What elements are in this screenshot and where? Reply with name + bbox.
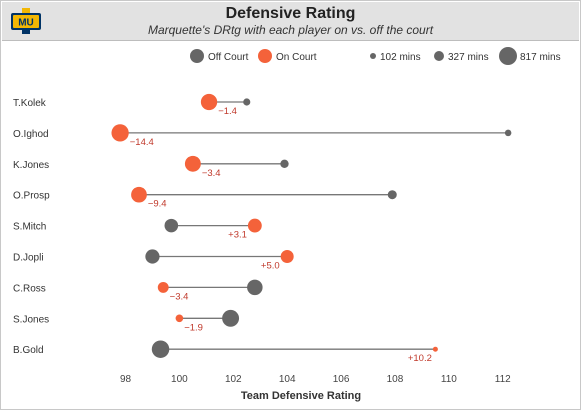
legend-size-small-label: 102 mins (380, 52, 421, 63)
marquette-logo-icon: MU (11, 8, 41, 34)
off-court-point (164, 218, 179, 233)
x-tick-label: 98 (120, 374, 132, 385)
player-name-label: T.Kolek (13, 98, 47, 109)
legend-size-medium-label: 327 mins (448, 52, 489, 63)
legend-on-label: On Court (276, 52, 317, 63)
x-axis-label: Team Defensive Rating (241, 390, 361, 402)
x-tick-label: 106 (333, 374, 350, 385)
off-court-point (222, 309, 240, 327)
legend-size-large-label: 817 mins (520, 52, 561, 63)
x-tick-label: 110 (441, 374, 457, 385)
chart-legend: Off Court On Court 102 mins 327 mins 817… (190, 47, 561, 65)
difference-label: −14.4 (130, 137, 154, 148)
on-court-point (432, 346, 438, 352)
off-court-point (151, 340, 170, 358)
on-court-point (175, 314, 184, 323)
legend-size-medium (434, 51, 444, 61)
x-tick-label: 102 (225, 374, 242, 385)
svg-text:MU: MU (18, 18, 34, 29)
difference-label: −9.4 (148, 199, 167, 210)
difference-label: +5.0 (261, 261, 280, 272)
legend-size-small (370, 53, 376, 59)
player-name-label: B.Gold (13, 345, 44, 356)
on-court-point (280, 249, 294, 264)
on-court-point (247, 218, 262, 233)
off-court-point (280, 159, 289, 168)
difference-label: +10.2 (408, 353, 432, 364)
chart-header: MU Defensive Rating Marquette's DRtg wit… (2, 2, 579, 41)
player-name-label: D.Jopli (13, 253, 44, 264)
player-name-label: S.Jones (13, 314, 49, 325)
plot-area: 98 100 102 104 106 108 110 112 T.Kolek −1.4 O.Igho… (13, 93, 512, 385)
legend-off-label: Off Court (208, 52, 249, 63)
player-name-label: O.Ighod (13, 129, 49, 140)
player-name-label: K.Jones (13, 160, 49, 171)
player-name-label: C.Ross (13, 283, 46, 294)
on-court-point (200, 93, 218, 111)
chart-title: Defensive Rating (225, 5, 356, 22)
chart-subtitle: Marquette's DRtg with each player on vs.… (147, 23, 434, 37)
off-court-point (247, 279, 263, 296)
difference-label: −3.4 (170, 291, 189, 302)
on-court-point (131, 186, 147, 203)
on-court-point (157, 281, 169, 293)
off-court-point (145, 249, 160, 264)
legend-size-large (499, 47, 517, 65)
off-court-point (243, 98, 251, 106)
off-court-point (387, 190, 397, 200)
x-tick-label: 100 (171, 374, 188, 385)
player-name-label: S.Mitch (13, 222, 46, 233)
difference-label: −1.4 (218, 106, 237, 117)
difference-label: −3.4 (202, 168, 221, 179)
difference-label: −1.9 (184, 322, 203, 333)
off-court-point (504, 129, 512, 137)
x-tick-label: 112 (495, 374, 511, 385)
player-name-label: O.Prosp (13, 191, 50, 202)
legend-on-swatch (258, 49, 272, 63)
x-tick-label: 108 (387, 374, 404, 385)
x-tick-label: 104 (279, 374, 296, 385)
on-court-point (111, 124, 129, 142)
legend-off-swatch (190, 49, 204, 63)
difference-label: +3.1 (228, 230, 247, 241)
on-court-point (184, 155, 201, 172)
